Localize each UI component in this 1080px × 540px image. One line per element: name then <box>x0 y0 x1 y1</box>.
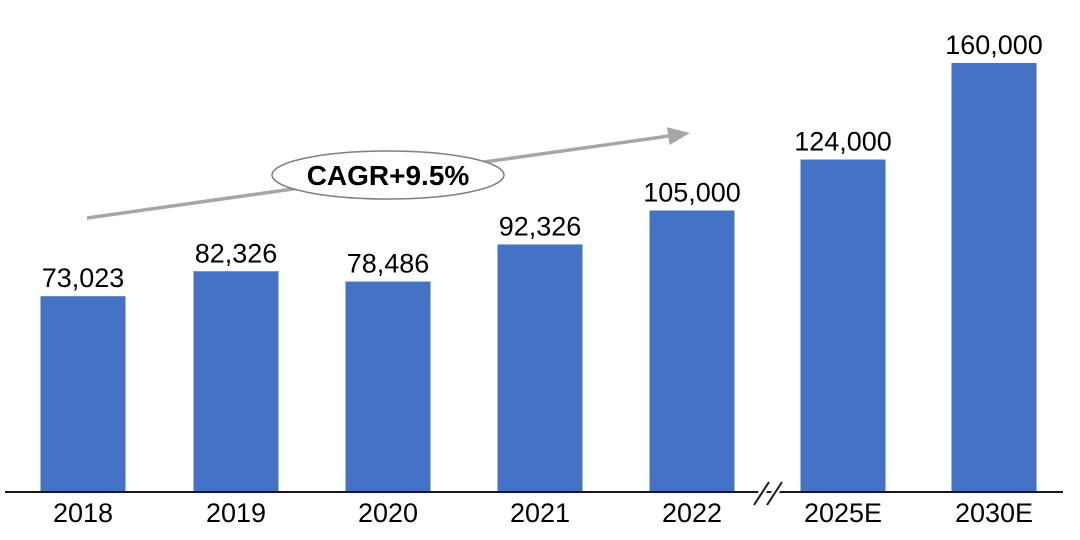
x-axis-tick-label: 2018 <box>53 498 113 528</box>
bar-2020 <box>345 281 431 492</box>
bar-value-label: 160,000 <box>945 30 1043 60</box>
bar-value-label: 73,023 <box>42 263 125 293</box>
x-axis-tick-label: 2030E <box>955 498 1033 528</box>
bar-value-label: 82,326 <box>195 238 278 268</box>
bar-2018 <box>40 296 126 492</box>
bar-2021 <box>497 244 583 492</box>
bar-2019 <box>193 271 279 492</box>
x-axis-tick-label: 2021 <box>510 498 570 528</box>
axis-break-mark <box>766 481 783 506</box>
x-axis-tick-label: 2020 <box>358 498 418 528</box>
x-axis-tick-label: 2019 <box>206 498 266 528</box>
cagr-annotation-label: CAGR+9.5% <box>307 160 470 191</box>
trend-arrow-head-icon <box>667 127 690 145</box>
bar-value-label: 78,486 <box>347 249 430 279</box>
bar-2030E <box>951 63 1037 492</box>
bar-2022 <box>649 210 735 492</box>
cagr-ellipse <box>271 150 505 200</box>
x-axis-tick-label: 2025E <box>804 498 882 528</box>
bar-value-label: 105,000 <box>643 177 741 207</box>
bar-value-label: 92,326 <box>499 211 582 241</box>
axis-break-mark <box>753 481 770 506</box>
bar-2025E <box>800 159 886 492</box>
x-axis-tick-label: 2022 <box>662 498 722 528</box>
bar-value-label: 124,000 <box>794 127 892 157</box>
